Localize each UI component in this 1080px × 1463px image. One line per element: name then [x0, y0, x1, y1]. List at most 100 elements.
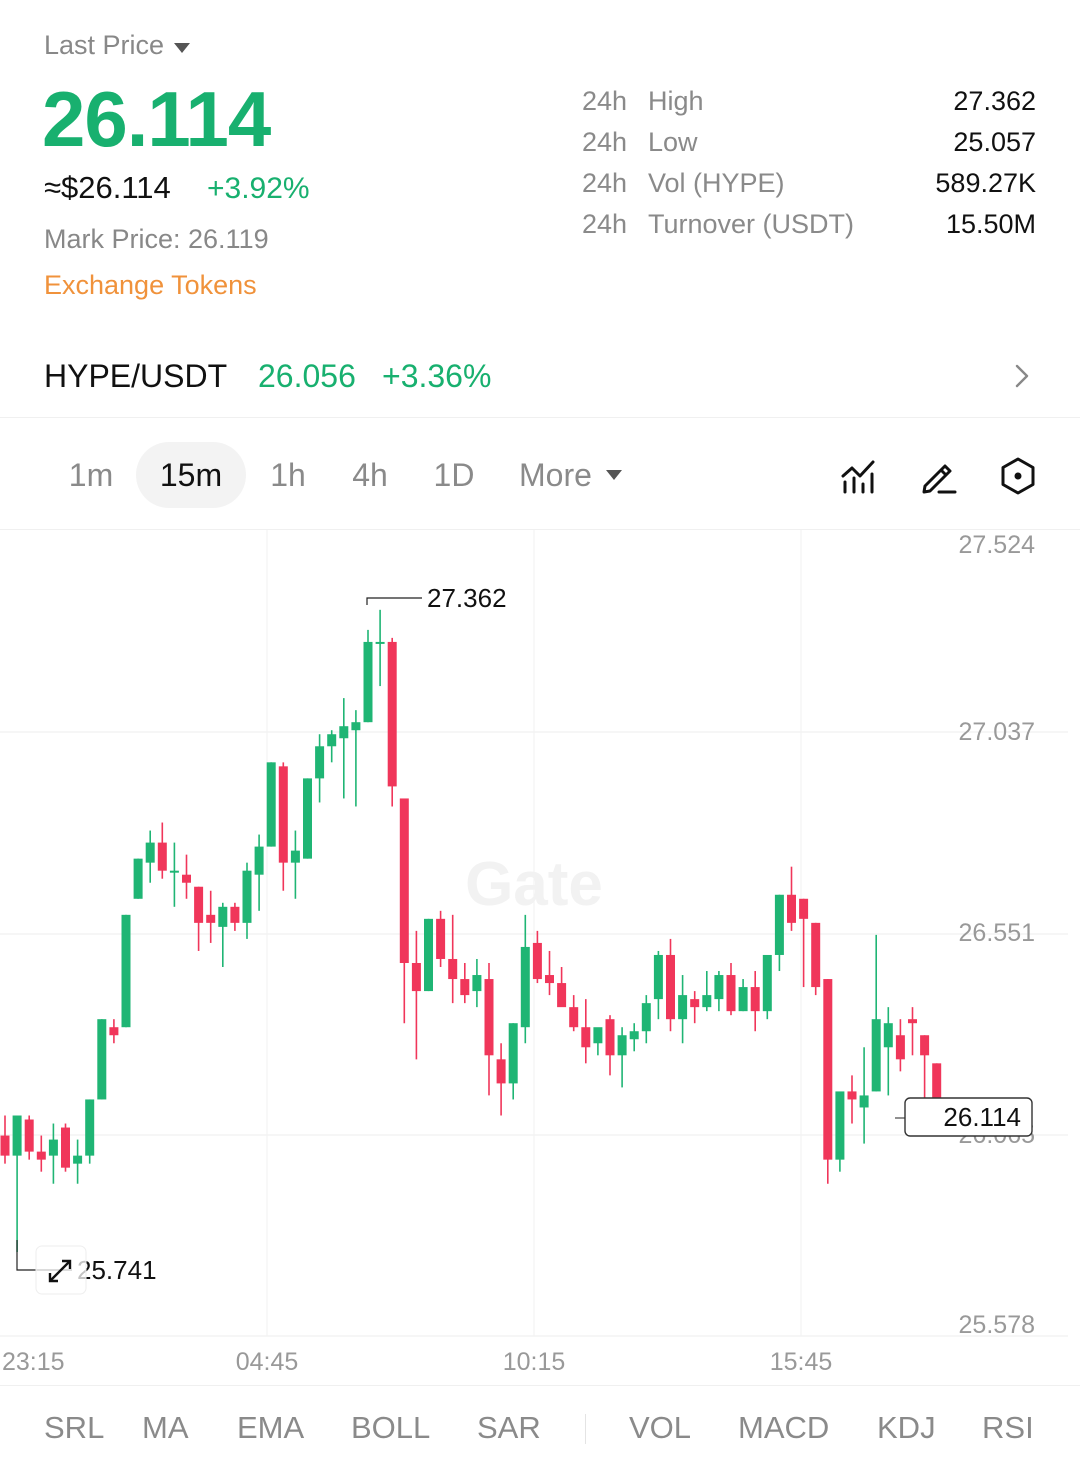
indicator-boll[interactable]: BOLL	[351, 1410, 431, 1445]
indicator-sar[interactable]: SAR	[477, 1410, 541, 1445]
candle	[109, 1019, 119, 1044]
candle-body	[182, 874, 191, 883]
candle	[726, 962, 736, 1016]
candle-body	[339, 726, 349, 739]
expand-button[interactable]	[35, 1245, 87, 1295]
candle	[557, 967, 567, 1008]
stat-label: Turnover (USDT)	[648, 209, 855, 239]
candle	[375, 609, 385, 687]
candle-body	[303, 778, 312, 859]
candle-body	[787, 894, 796, 923]
last-price-selector[interactable]: Last Price	[44, 30, 191, 61]
indicator-bar: SRL MA EMA BOLL SAR VOL MACD KDJ RSI	[0, 1385, 1080, 1463]
candle	[520, 914, 530, 1044]
candlestick-chart[interactable]: Gate 27.524 27.037 26.551 26.065 25.578 …	[0, 530, 1080, 1383]
candle	[48, 1123, 58, 1184]
timeframe-1d[interactable]: 1D	[433, 457, 475, 493]
candle	[678, 975, 688, 1044]
candle-body	[908, 1019, 917, 1024]
candle	[85, 1099, 95, 1164]
pair-row[interactable]: HYPE/USDT 26.056 +3.36%	[0, 340, 1080, 418]
candle-body	[581, 1027, 591, 1048]
y-axis-label: 27.524	[959, 531, 1036, 559]
timeframe-4h[interactable]: 4h	[352, 457, 388, 493]
candle	[242, 862, 252, 939]
chevron-right-icon[interactable]	[1010, 362, 1034, 390]
candle-body	[387, 641, 397, 787]
candle-body	[774, 894, 784, 955]
candle	[182, 854, 191, 899]
candle-body	[48, 1139, 58, 1156]
candle	[484, 962, 494, 1096]
candle-body	[351, 722, 361, 731]
candle-body	[714, 975, 724, 1000]
hexagon-settings-icon[interactable]	[998, 456, 1038, 496]
candle	[847, 1075, 857, 1124]
stat-label: High	[648, 86, 704, 116]
candle	[653, 950, 663, 1020]
timeframe-1m[interactable]: 1m	[68, 457, 114, 493]
stat-low: 24h Low 25.057	[582, 127, 1036, 163]
candle	[387, 637, 397, 807]
timeframe-toolbar: 1m 15m 1h 4h 1D More	[0, 420, 1080, 530]
candle-body	[133, 858, 143, 899]
indicator-kdj[interactable]: KDJ	[877, 1410, 936, 1445]
stat-high: 24h High 27.362	[582, 86, 1036, 122]
indicator-chart-icon[interactable]	[839, 456, 879, 496]
candle-body	[315, 746, 325, 779]
candle-body	[484, 979, 494, 1056]
indicator-ema[interactable]: EMA	[237, 1410, 305, 1445]
candle	[799, 898, 809, 988]
candle	[254, 834, 264, 911]
candle-body	[520, 946, 530, 1028]
indicator-vol[interactable]: VOL	[629, 1410, 692, 1445]
stat-label: Vol (HYPE)	[648, 168, 785, 198]
indicator-srl[interactable]: SRL	[44, 1410, 105, 1445]
candle	[859, 1047, 869, 1144]
timeframe-1h[interactable]: 1h	[270, 457, 306, 493]
candle-body	[641, 1003, 651, 1032]
candle-body	[266, 762, 276, 847]
candle-body	[545, 975, 554, 984]
x-axis-label: 23:15	[2, 1348, 65, 1376]
indicator-macd[interactable]: MACD	[738, 1410, 830, 1445]
candle	[363, 629, 373, 723]
candle	[617, 1027, 627, 1088]
timeframe-15m[interactable]: 15m	[136, 442, 246, 508]
candle	[266, 762, 276, 847]
candle	[121, 914, 131, 1028]
candle	[97, 1019, 107, 1100]
indicator-rsi[interactable]: RSI	[982, 1410, 1034, 1445]
candle-body	[569, 1007, 579, 1028]
candle	[36, 1135, 46, 1172]
candle-body	[750, 987, 760, 1012]
exchange-tokens-link[interactable]: Exchange Tokens	[44, 270, 257, 300]
candle-body	[375, 641, 385, 644]
indicator-ma[interactable]: MA	[142, 1410, 189, 1445]
candle	[436, 910, 446, 968]
candle-body	[363, 641, 373, 723]
candle	[290, 830, 300, 899]
candle-body	[532, 942, 542, 980]
indicator-divider	[585, 1414, 586, 1444]
candle-body	[472, 975, 482, 992]
timeframe-more-dropdown[interactable]: More	[519, 442, 639, 508]
pencil-draw-icon[interactable]	[919, 456, 959, 496]
candle	[823, 979, 833, 1184]
candle-body	[218, 906, 228, 927]
candle	[738, 979, 748, 1012]
candle-body	[823, 979, 833, 1160]
candle	[569, 995, 579, 1032]
candle	[472, 958, 482, 1008]
candle	[460, 962, 470, 1004]
candle-body	[883, 1023, 893, 1048]
candle-body	[169, 870, 179, 873]
candle-body	[242, 870, 252, 923]
candle	[895, 1019, 905, 1072]
candle	[605, 1015, 615, 1076]
stat-prefix: 24h	[582, 127, 628, 157]
more-label: More	[519, 457, 592, 493]
candle-body	[0, 1135, 10, 1156]
candle-body	[653, 954, 663, 1000]
candle	[218, 902, 228, 968]
